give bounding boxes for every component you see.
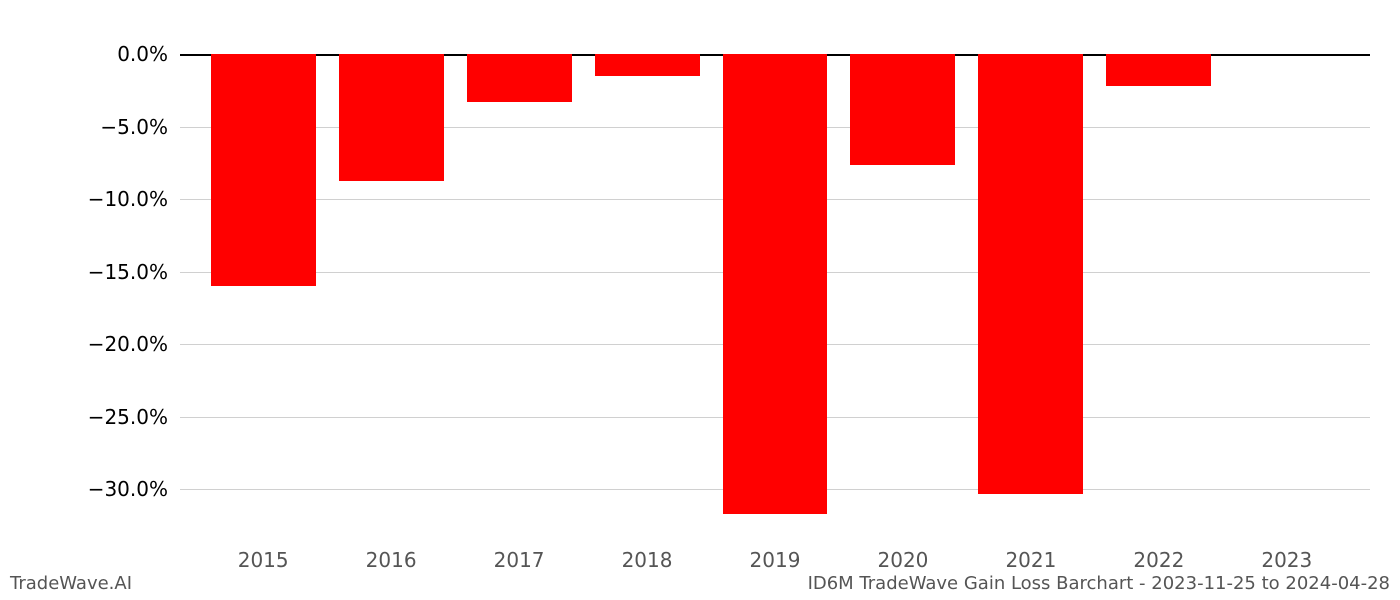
ytick-label: −20.0% [48,332,168,356]
ytick-label: −30.0% [48,477,168,501]
bar [211,54,316,286]
xtick-label: 2020 [878,548,929,572]
ytick-label: −5.0% [48,115,168,139]
footer-left-text: TradeWave.AI [10,573,132,594]
xtick-label: 2016 [366,548,417,572]
bar [850,54,955,164]
bar [595,54,700,76]
footer-right-text: ID6M TradeWave Gain Loss Barchart - 2023… [808,573,1390,594]
bar [1106,54,1211,86]
ytick-label: −10.0% [48,187,168,211]
xtick-label: 2015 [238,548,289,572]
chart-container: TradeWave.AI ID6M TradeWave Gain Loss Ba… [0,0,1400,600]
bar [467,54,572,102]
xtick-label: 2021 [1005,548,1056,572]
xtick-label: 2018 [622,548,673,572]
ytick-label: −25.0% [48,405,168,429]
plot-area [180,40,1370,540]
ytick-label: 0.0% [48,42,168,66]
xtick-label: 2023 [1261,548,1312,572]
ytick-label: −15.0% [48,260,168,284]
xtick-label: 2017 [494,548,545,572]
bar [978,54,1083,493]
bar [339,54,444,180]
xtick-label: 2019 [750,548,801,572]
bar [723,54,828,513]
xtick-label: 2022 [1133,548,1184,572]
